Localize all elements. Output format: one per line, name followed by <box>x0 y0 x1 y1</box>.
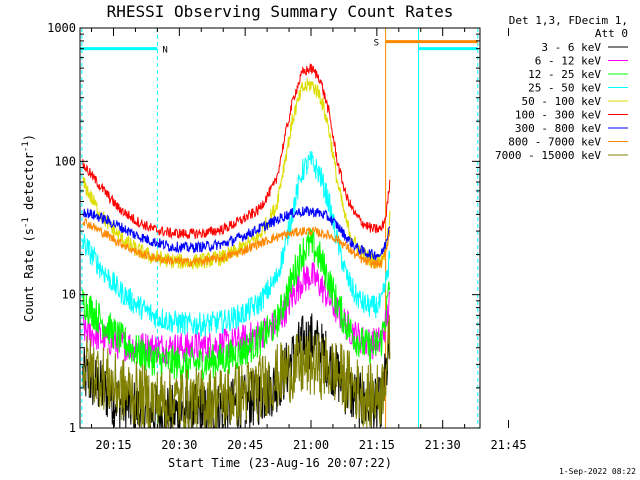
series-line-6 <box>82 206 391 261</box>
x-tick-label-0: 20:15 <box>95 438 131 452</box>
series-line-7 <box>82 217 391 270</box>
plot-frame <box>79 27 481 429</box>
x-axis-ticks: 20:15 20:30 20:45 21:00 21:15 21:30 21:45 <box>91 28 527 452</box>
legend-header-line1: Det 1,3, FDecim 1, <box>509 14 628 27</box>
y-tick-label-0: 1 <box>69 421 76 435</box>
y-axis-label-mid: detector <box>22 152 36 217</box>
y-axis-ticks: 1 10 100 1000 <box>47 21 480 435</box>
chart-title: RHESSI Observing Summary Count Rates <box>107 2 454 21</box>
legend-label-0: 3 - 6 keV <box>541 41 601 54</box>
y-tick-label-2: 100 <box>54 154 76 168</box>
orbit-marker-lines <box>81 28 479 428</box>
y-axis-label-exp2: -1 <box>21 141 31 152</box>
legend-label-4: 50 - 100 keV <box>522 95 602 108</box>
annotation-label-0: N <box>162 46 167 56</box>
annotation-label-1: S <box>374 39 379 49</box>
y-tick-label-1: 10 <box>62 288 76 302</box>
legend-label-1: 6 - 12 keV <box>535 55 602 68</box>
legend-label-2: 12 - 25 keV <box>528 68 601 81</box>
generation-timestamp: 1-Sep-2022 08:22 <box>559 467 636 476</box>
x-axis-label: Start Time (23-Aug-16 20:07:22) <box>168 456 392 470</box>
attenuator-annotations: NS <box>80 39 478 56</box>
y-axis-label-main: Count Rate (s <box>22 228 36 322</box>
x-tick-label-2: 20:45 <box>227 438 263 452</box>
series-line-8 <box>82 314 391 429</box>
legend-label-6: 300 - 800 keV <box>515 122 601 135</box>
x-tick-label-4: 21:15 <box>359 438 395 452</box>
x-tick-label-5: 21:30 <box>425 438 461 452</box>
series-line-3 <box>82 151 391 338</box>
series-line-5 <box>82 63 391 240</box>
x-tick-label-1: 20:30 <box>161 438 197 452</box>
legend-label-3: 25 - 50 keV <box>528 82 601 95</box>
legend-label-8: 7000 - 15000 keV <box>495 149 601 162</box>
y-axis-label-end: ) <box>22 134 36 141</box>
legend-label-5: 100 - 300 keV <box>515 109 601 122</box>
y-tick-label-3: 1000 <box>47 21 76 35</box>
y-axis-label-exp1: -1 <box>21 217 31 228</box>
legend-label-7: 800 - 7000 keV <box>508 136 601 149</box>
y-axis-label: Count Rate (s-1 detector-1) <box>21 134 36 322</box>
x-tick-label-3: 21:00 <box>293 438 329 452</box>
x-tick-label-6: 21:45 <box>490 438 526 452</box>
series-lines <box>82 63 391 430</box>
legend-header-line2: Att 0 <box>595 27 628 40</box>
